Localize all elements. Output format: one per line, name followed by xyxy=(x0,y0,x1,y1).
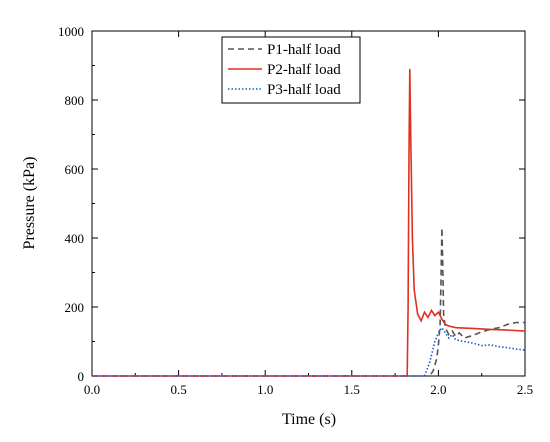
x-tick-label: 1.0 xyxy=(257,382,273,397)
legend-label-p1: P1-half load xyxy=(267,42,341,58)
legend-box xyxy=(221,36,361,104)
y-tick-label: 1000 xyxy=(58,24,84,39)
series-line-p1 xyxy=(92,227,525,377)
series-line-p3 xyxy=(92,326,526,377)
y-tick-label: 200 xyxy=(65,300,85,315)
x-tick-label: 0.0 xyxy=(84,382,100,397)
series-line-p2 xyxy=(92,68,526,377)
y-tick-label: 800 xyxy=(65,93,85,108)
x-axis-title: Time (s) xyxy=(282,411,336,428)
y-tick-label: 0 xyxy=(78,369,85,384)
legend-label-p3: P3-half load xyxy=(267,82,341,98)
x-tick-label: 0.5 xyxy=(170,382,186,397)
x-tick-label: 2.5 xyxy=(517,382,533,397)
y-tick-label: 600 xyxy=(65,162,85,177)
legend-label-p2: P2-half load xyxy=(267,62,341,78)
y-axis-title: Pressure (kPa) xyxy=(21,157,38,250)
x-tick-label: 2.0 xyxy=(430,382,446,397)
x-tick-label: 1.5 xyxy=(344,382,360,397)
y-tick-label: 400 xyxy=(65,231,85,246)
